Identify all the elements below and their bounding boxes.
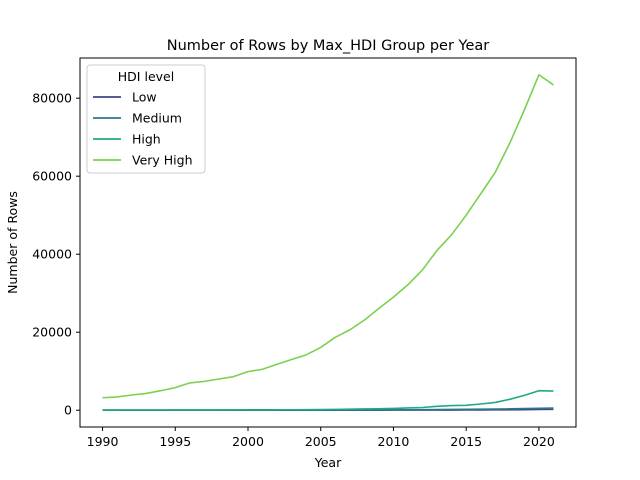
plot-frame <box>79 57 577 428</box>
x-tick-label: 1990 <box>87 434 119 449</box>
legend-label-low: Low <box>132 90 157 105</box>
legend-label-high: High <box>132 132 161 147</box>
chart-title: Number of Rows by Max_HDI Group per Year <box>167 38 490 54</box>
legend-box <box>86 64 206 174</box>
y-axis-ticks: 0 20000 40000 60000 80000 <box>32 91 80 418</box>
legend-label-very-high: Very High <box>132 153 193 168</box>
y-tick-label: 80000 <box>32 91 72 106</box>
legend-title: HDI level <box>118 69 174 84</box>
series-line-high <box>102 389 554 411</box>
y-tick-label: 40000 <box>32 247 72 262</box>
x-tick-label: 2020 <box>523 434 555 449</box>
x-tick-label: 2010 <box>378 434 410 449</box>
y-tick-label: 0 <box>64 403 72 418</box>
y-axis-label: Number of Rows <box>5 191 20 294</box>
x-tick-label: 2000 <box>232 434 264 449</box>
y-tick-label: 60000 <box>32 169 72 184</box>
y-tick-label: 20000 <box>32 325 72 340</box>
series-line-very-high <box>102 73 554 399</box>
legend-entries: Low Medium High Very High <box>93 90 193 168</box>
legend: HDI level Low Medium High Very High <box>86 64 206 174</box>
x-axis-label: Year <box>314 455 342 470</box>
series-layer <box>102 73 554 412</box>
x-tick-label: 1995 <box>159 434 191 449</box>
legend-label-medium: Medium <box>132 111 182 126</box>
x-tick-label: 2005 <box>305 434 337 449</box>
x-tick-label: 2015 <box>450 434 482 449</box>
x-axis-ticks: 1990 1995 2000 2005 2010 2015 2020 <box>87 427 555 449</box>
